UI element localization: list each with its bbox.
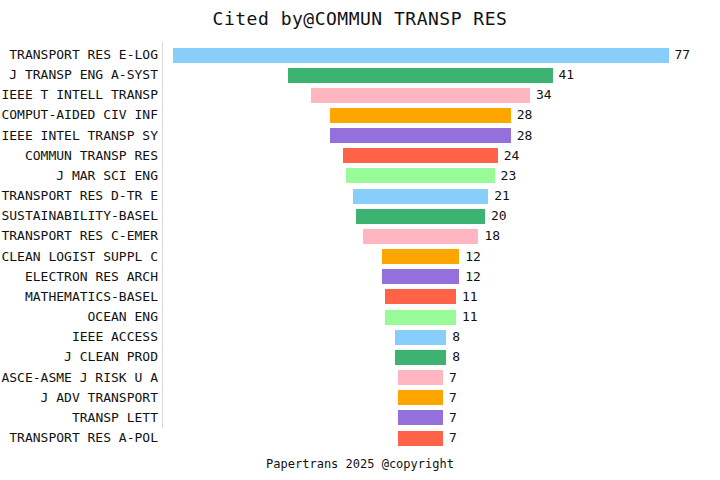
- funnel-bar: [343, 148, 498, 163]
- category-label: COMPUT-AIDED CIV INF: [0, 105, 158, 125]
- funnel-bar: [398, 431, 443, 446]
- category-label: TRANSPORT RES C-EMER: [0, 226, 158, 246]
- funnel-bar: [382, 249, 459, 264]
- funnel-bar: [330, 108, 510, 123]
- category-label: TRANSPORT RES E-LOG: [0, 45, 158, 65]
- funnel-bar: [395, 330, 447, 345]
- chart-plot-area: TRANSPORT RES E-LOG77J TRANSP ENG A-SYST…: [0, 0, 720, 480]
- funnel-bar: [330, 128, 510, 143]
- value-label: 7: [449, 388, 457, 408]
- funnel-bar: [385, 310, 456, 325]
- value-label: 11: [462, 307, 478, 327]
- category-label: MATHEMATICS-BASEL: [0, 287, 158, 307]
- value-label: 77: [675, 45, 691, 65]
- value-label: 23: [501, 166, 517, 186]
- value-label: 7: [449, 428, 457, 448]
- category-label: ASCE-ASME J RISK U A: [0, 368, 158, 388]
- category-label: CLEAN LOGIST SUPPL C: [0, 247, 158, 267]
- funnel-bar: [353, 189, 488, 204]
- funnel-bar: [398, 390, 443, 405]
- funnel-bar: [363, 229, 479, 244]
- funnel-bar: [311, 88, 530, 103]
- value-label: 8: [452, 347, 460, 367]
- category-label: IEEE INTEL TRANSP SY: [0, 126, 158, 146]
- category-label: J CLEAN PROD: [0, 347, 158, 367]
- funnel-bar: [356, 209, 485, 224]
- category-label: J ADV TRANSPORT: [0, 388, 158, 408]
- funnel-bar: [382, 269, 459, 284]
- value-label: 11: [462, 287, 478, 307]
- copyright-footer: Papertrans 2025 @copyright: [0, 457, 720, 471]
- value-label: 28: [517, 126, 533, 146]
- category-label: J MAR SCI ENG: [0, 166, 158, 186]
- funnel-bar: [398, 410, 443, 425]
- category-label: ELECTRON RES ARCH: [0, 267, 158, 287]
- funnel-bar: [346, 168, 494, 183]
- category-label: IEEE ACCESS: [0, 327, 158, 347]
- category-label: COMMUN TRANSP RES: [0, 146, 158, 166]
- category-label: TRANSPORT RES A-POL: [0, 428, 158, 448]
- category-label: J TRANSP ENG A-SYST: [0, 65, 158, 85]
- funnel-bar: [385, 289, 456, 304]
- value-label: 7: [449, 408, 457, 428]
- category-label: TRANSP LETT: [0, 408, 158, 428]
- funnel-chart-figure: Cited by@COMMUN TRANSP RES TRANSPORT RES…: [0, 0, 720, 480]
- value-label: 7: [449, 368, 457, 388]
- category-label: SUSTAINABILITY-BASEL: [0, 206, 158, 226]
- value-label: 34: [536, 85, 552, 105]
- category-label: TRANSPORT RES D-TR E: [0, 186, 158, 206]
- funnel-bar: [288, 68, 552, 83]
- category-label: OCEAN ENG: [0, 307, 158, 327]
- value-label: 28: [517, 105, 533, 125]
- value-label: 41: [559, 65, 575, 85]
- value-label: 12: [465, 267, 481, 287]
- value-label: 18: [484, 226, 500, 246]
- value-label: 24: [504, 146, 520, 166]
- value-label: 20: [491, 206, 507, 226]
- category-label: IEEE T INTELL TRANSP: [0, 85, 158, 105]
- value-label: 21: [494, 186, 510, 206]
- funnel-bar: [398, 370, 443, 385]
- funnel-bar: [395, 350, 447, 365]
- funnel-bar: [173, 48, 669, 63]
- value-label: 8: [452, 327, 460, 347]
- value-label: 12: [465, 247, 481, 267]
